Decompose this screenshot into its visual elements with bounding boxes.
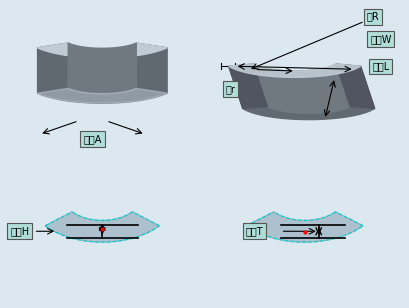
Text: 弦长W: 弦长W — [370, 34, 391, 44]
Polygon shape — [229, 66, 375, 120]
Polygon shape — [38, 88, 167, 103]
Text: 角度A: 角度A — [83, 134, 101, 144]
Text: 外R: 外R — [366, 12, 379, 22]
Polygon shape — [38, 43, 68, 93]
Polygon shape — [68, 43, 136, 94]
Polygon shape — [136, 43, 167, 93]
Text: 轴长L: 轴长L — [372, 62, 389, 71]
Polygon shape — [38, 48, 167, 103]
Polygon shape — [229, 64, 361, 77]
Text: 厚度T: 厚度T — [246, 226, 263, 236]
Text: 内r: 内r — [226, 84, 236, 94]
Polygon shape — [229, 64, 267, 108]
Polygon shape — [45, 212, 160, 242]
Polygon shape — [246, 212, 363, 242]
Polygon shape — [336, 64, 375, 108]
Text: 拱高H: 拱高H — [10, 226, 29, 236]
Polygon shape — [253, 64, 350, 113]
Polygon shape — [38, 43, 167, 58]
